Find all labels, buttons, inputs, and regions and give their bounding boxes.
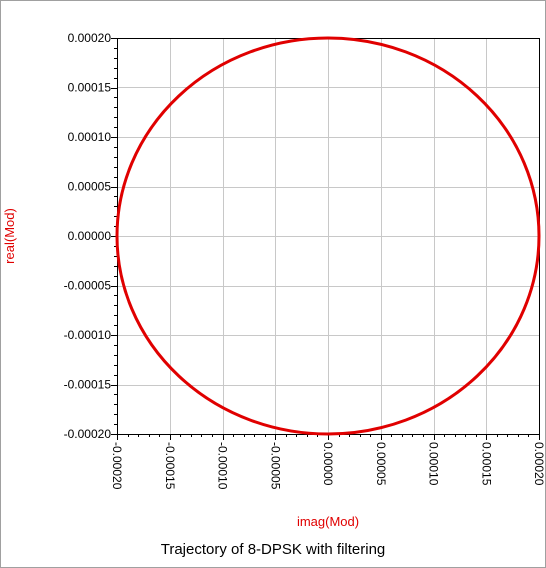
y-tick-label: -0.00005 [64, 279, 112, 293]
x-tick-label: -0.00005 [268, 442, 282, 490]
y-tick-labels: 0.00020 0.00015 0.00010 0.00005 0.00000 -0.00… [64, 31, 112, 441]
x-axis-label: imag(Mod) [297, 514, 359, 529]
y-tick-label: 0.00015 [68, 81, 112, 95]
x-tick-label: 0.00010 [427, 442, 441, 486]
x-tick-label: 0.00015 [479, 442, 493, 486]
y-tick-label: 0.00010 [68, 130, 112, 144]
y-tick-label: -0.00010 [64, 328, 112, 342]
trace-layer [115, 36, 541, 436]
x-tick-label: 0.00020 [532, 442, 546, 486]
x-tick-labels: -0.00020 -0.00015 -0.00010 -0.00005 0.00000 0… [110, 442, 546, 490]
y-tick-label: 0.00020 [68, 31, 112, 45]
trajectory-circle [115, 36, 541, 436]
grid-layer [117, 38, 539, 434]
x-tick-label: -0.00020 [110, 442, 124, 490]
y-tick-label: 0.00000 [68, 229, 112, 243]
y-tick-label: -0.00015 [64, 378, 112, 392]
chart-title: Trajectory of 8-DPSK with filtering [160, 541, 386, 558]
y-axis-label: real(Mod) [2, 208, 17, 264]
x-tick-label: 0.00005 [374, 442, 388, 486]
x-tick-label: -0.00010 [216, 442, 230, 490]
y-tick-label: -0.00020 [64, 427, 112, 441]
y-tick-label: 0.00005 [68, 180, 112, 194]
x-tick-label: -0.00015 [163, 442, 177, 490]
x-tick-label: 0.00000 [321, 442, 335, 486]
